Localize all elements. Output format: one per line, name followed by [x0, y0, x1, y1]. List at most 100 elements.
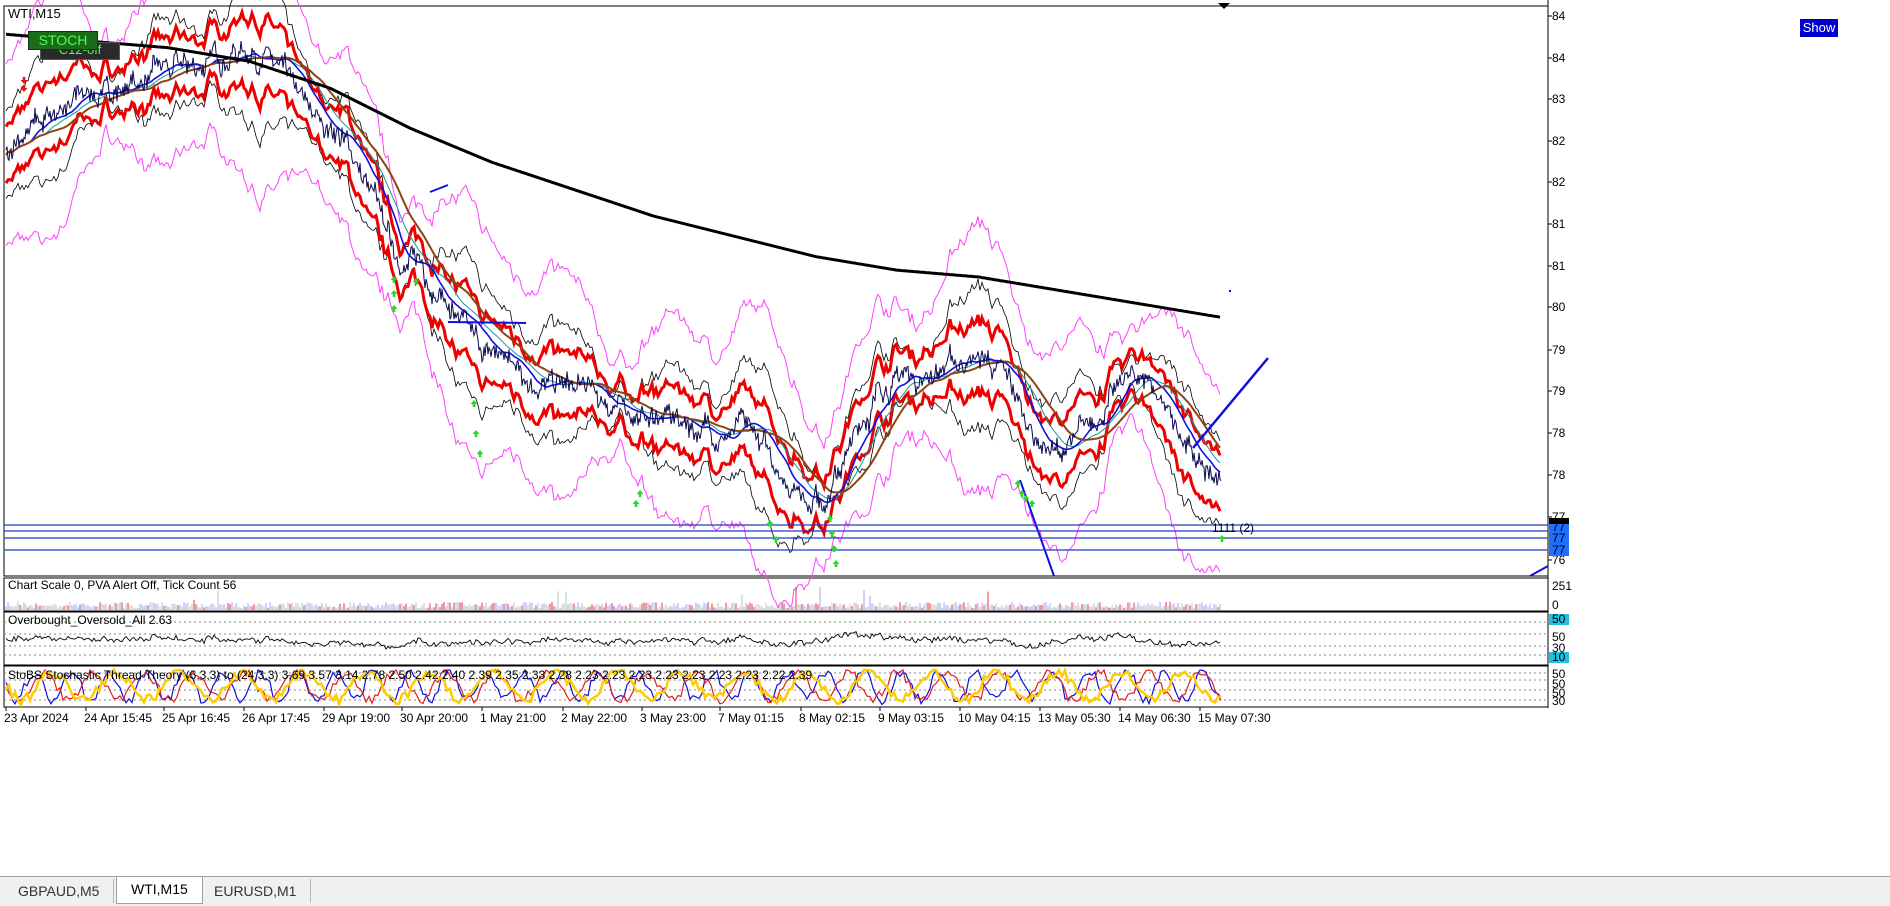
time-tick-label: 15 May 07:30: [1198, 711, 1271, 725]
buy-arrow-icon: [826, 515, 834, 522]
price-level-tag: [1549, 544, 1569, 556]
time-tick-label: 7 May 01:15: [718, 711, 784, 725]
price-level-tag-label: 77: [1552, 531, 1566, 545]
time-tick-label: 3 May 23:00: [640, 711, 706, 725]
shift-marker-icon: [1218, 3, 1230, 9]
chart-canvas[interactable]: 1111 (2)84848382828181807979787877767777…: [0, 0, 1890, 876]
price-level-tag: [1549, 532, 1569, 544]
ob-top-tag: [1549, 614, 1569, 625]
trendline-5: [1529, 565, 1549, 577]
time-tick-label: 9 May 03:15: [878, 711, 944, 725]
main-panel-frame: [3, 5, 1549, 577]
ob-tick-label: 50: [1552, 630, 1566, 644]
tab-gbpaud[interactable]: GBPAUD,M5: [4, 879, 115, 903]
buy-arrow-icon: [470, 400, 478, 407]
price-tick-label: 81: [1552, 259, 1566, 273]
ma-200-black: [5, 32, 1221, 319]
price-tick-label: 78: [1552, 426, 1566, 440]
buy-arrow-icon: [390, 305, 398, 312]
stoch-badge[interactable]: STOCH: [28, 31, 98, 50]
buy-arrow-icon: [632, 500, 640, 507]
price-tick-label: 76: [1552, 553, 1566, 567]
trendline-2: [447, 321, 527, 324]
buy-arrow-icon: [830, 545, 838, 552]
red-envelope-lower: [4, 67, 1222, 539]
buy-arrow-icon: [1014, 480, 1022, 487]
buy-arrow-icon: [412, 278, 420, 285]
time-tick-label: 1 May 21:00: [480, 711, 546, 725]
price-tick-label: 79: [1552, 343, 1566, 357]
chart-tab-bar: GBPAUD,M5 WTI,M15 EURUSD,M1: [0, 876, 1890, 906]
time-tick-label: 8 May 02:15: [799, 711, 865, 725]
sell-arrow-icon: [20, 77, 28, 84]
trendline-3: [1192, 357, 1269, 449]
time-tick-label: 2 May 22:00: [561, 711, 627, 725]
ob-panel-title: Overbought_Oversold_All 2.63: [8, 613, 172, 627]
symbol-title: WTI,M15: [8, 6, 61, 21]
volume-panel-title: Chart Scale 0, PVA Alert Off, Tick Count…: [8, 578, 237, 592]
price-tick-label: 83: [1552, 92, 1566, 106]
buy-arrow-icon: [828, 530, 836, 537]
time-tick-label: 13 May 05:30: [1038, 711, 1111, 725]
price-tick-label: 80: [1552, 300, 1566, 314]
buy-arrow-icon: [1028, 500, 1036, 507]
buy-arrow-icon: [766, 520, 774, 527]
overbought-panel-frame: [3, 611, 1549, 666]
price-line: [5, 40, 1222, 515]
bollinger-lower: [5, 79, 1221, 554]
bollinger-upper: [5, 0, 1221, 486]
time-tick-label: 24 Apr 15:45: [84, 711, 152, 725]
buy-arrow-icon: [772, 536, 780, 543]
volume-panel-frame: [3, 577, 1549, 612]
sell-arrow-icon: [20, 85, 28, 92]
dot-marker: [1228, 289, 1232, 293]
price-tick-label: 82: [1552, 175, 1566, 189]
time-tick-label: 30 Apr 20:00: [400, 711, 468, 725]
volume-tick-label: 251: [1552, 579, 1572, 593]
time-tick-label: 14 May 06:30: [1118, 711, 1191, 725]
price-tick-label: 84: [1552, 51, 1566, 65]
time-tick-label: 10 May 04:15: [958, 711, 1031, 725]
ob-top-tag-label: 50: [1552, 612, 1566, 626]
tab-eurusd[interactable]: EURUSD,M1: [200, 879, 312, 903]
buy-arrow-icon: [636, 490, 644, 497]
price-tick-label: 78: [1552, 468, 1566, 482]
ma-brown: [5, 55, 1221, 494]
ob-tick-label: 30: [1552, 641, 1566, 655]
price-level-tag-label: 77: [1552, 543, 1566, 557]
outer-envelope-upper: [5, 0, 1221, 449]
ob-line: [5, 630, 1221, 650]
volume-tick-label: 0: [1552, 598, 1559, 612]
time-tick-label: 23 Apr 2024: [4, 711, 69, 725]
show-button[interactable]: Show: [1800, 19, 1838, 37]
buy-arrow-icon: [390, 276, 398, 283]
time-tick-label: 25 Apr 16:45: [162, 711, 230, 725]
stoch-line: [4, 666, 1222, 708]
price-tick-label: 81: [1552, 217, 1566, 231]
stoch-tick-label: 50: [1552, 667, 1566, 681]
buy-arrow-icon: [1218, 535, 1226, 542]
buy-arrow-icon: [390, 290, 398, 297]
price-annotation: 1111 (2): [1212, 521, 1254, 535]
current-price-tag: [1549, 518, 1569, 524]
buy-arrow-icon: [1018, 490, 1026, 497]
ob-bottom-tag-label: 10: [1552, 650, 1566, 664]
time-tick-label: 26 Apr 17:45: [242, 711, 310, 725]
buy-arrow-icon: [472, 430, 480, 437]
price-tick-label: 84: [1552, 9, 1566, 23]
time-tick-label: 29 Apr 19:00: [322, 711, 390, 725]
trendline-1: [429, 184, 449, 193]
stoch-tick-label: 50: [1552, 677, 1566, 691]
buy-arrow-icon: [832, 560, 840, 567]
buy-arrow-icon: [1022, 495, 1030, 502]
stoch-tick-label: 30: [1552, 694, 1566, 708]
chart-area[interactable]: 1111 (2) 84 84 83 82 82 81 81 80 79 79 78 78 77 76 77 77…: [0, 0, 1890, 876]
stoch-panel-title: StoBS Stochastic Thread Theory (6,3,3) t…: [8, 668, 812, 682]
tab-wti[interactable]: WTI,M15: [116, 877, 203, 904]
stoch-line: [5, 668, 1222, 705]
ob-bottom-tag: [1549, 652, 1569, 663]
price-tick-label: 82: [1552, 134, 1566, 148]
stoch-tick-label: 50: [1552, 686, 1566, 700]
buy-arrow-icon: [476, 450, 484, 457]
price-tick-label: 79: [1552, 384, 1566, 398]
